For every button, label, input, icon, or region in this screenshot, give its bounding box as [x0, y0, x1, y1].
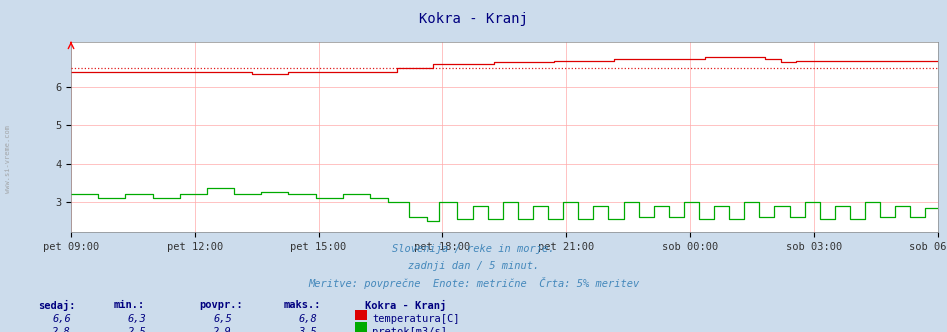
- Text: Kokra - Kranj: Kokra - Kranj: [420, 12, 527, 26]
- Text: www.si-vreme.com: www.si-vreme.com: [5, 125, 10, 193]
- Text: 3,5: 3,5: [298, 327, 317, 332]
- Text: 2,5: 2,5: [128, 327, 147, 332]
- Text: povpr.:: povpr.:: [199, 300, 242, 310]
- Text: zadnji dan / 5 minut.: zadnji dan / 5 minut.: [408, 261, 539, 271]
- Text: Meritve: povprečne  Enote: metrične  Črta: 5% meritev: Meritve: povprečne Enote: metrične Črta:…: [308, 277, 639, 289]
- Text: 6,6: 6,6: [52, 314, 71, 324]
- Text: pretok[m3/s]: pretok[m3/s]: [372, 327, 447, 332]
- Text: 6,5: 6,5: [213, 314, 232, 324]
- Text: 6,3: 6,3: [128, 314, 147, 324]
- Text: 6,8: 6,8: [298, 314, 317, 324]
- Text: maks.:: maks.:: [284, 300, 322, 310]
- Text: 2,9: 2,9: [213, 327, 232, 332]
- Text: sedaj:: sedaj:: [38, 300, 76, 311]
- Text: Kokra - Kranj: Kokra - Kranj: [365, 300, 446, 311]
- Text: min.:: min.:: [114, 300, 145, 310]
- Text: Slovenija / reke in morje.: Slovenija / reke in morje.: [392, 244, 555, 254]
- Text: 2,8: 2,8: [52, 327, 71, 332]
- Text: temperatura[C]: temperatura[C]: [372, 314, 459, 324]
